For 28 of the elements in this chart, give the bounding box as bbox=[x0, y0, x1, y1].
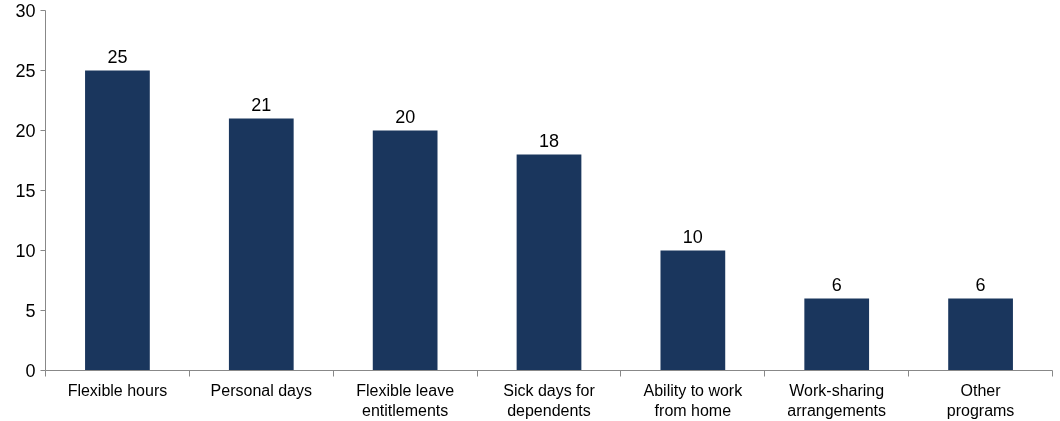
data-label: 25 bbox=[107, 46, 128, 67]
bar bbox=[372, 130, 438, 371]
y-tick-label: 5 bbox=[25, 301, 36, 321]
data-label: 20 bbox=[395, 106, 416, 127]
x-tick-label: Flexible leave entitlements bbox=[356, 381, 455, 419]
data-label: 10 bbox=[682, 226, 703, 247]
bar bbox=[660, 250, 726, 371]
data-label: 18 bbox=[538, 130, 560, 151]
data-label: 6 bbox=[975, 274, 986, 295]
x-tick-label: Personal days bbox=[210, 381, 312, 399]
x-tick-label: Flexible hours bbox=[67, 381, 168, 399]
x-tick-label: Ability to work from home bbox=[643, 381, 744, 419]
y-tick-label: 15 bbox=[15, 181, 36, 201]
x-tick-label: Sick days for dependents bbox=[503, 381, 596, 419]
bar bbox=[228, 118, 294, 371]
data-label: 21 bbox=[251, 94, 272, 115]
x-tick-label: Work-sharing arrangements bbox=[787, 381, 887, 419]
bar bbox=[804, 298, 870, 371]
bar bbox=[948, 298, 1013, 371]
x-tick-label: Other programs bbox=[946, 381, 1015, 419]
y-tick-label: 30 bbox=[15, 1, 36, 21]
y-tick-label: 0 bbox=[25, 361, 36, 381]
data-label: 6 bbox=[831, 274, 842, 295]
y-tick-label: 20 bbox=[15, 121, 36, 141]
y-tick-label: 10 bbox=[15, 241, 36, 261]
bar bbox=[85, 70, 150, 371]
y-tick-label: 25 bbox=[15, 61, 36, 81]
bar bbox=[516, 154, 582, 371]
